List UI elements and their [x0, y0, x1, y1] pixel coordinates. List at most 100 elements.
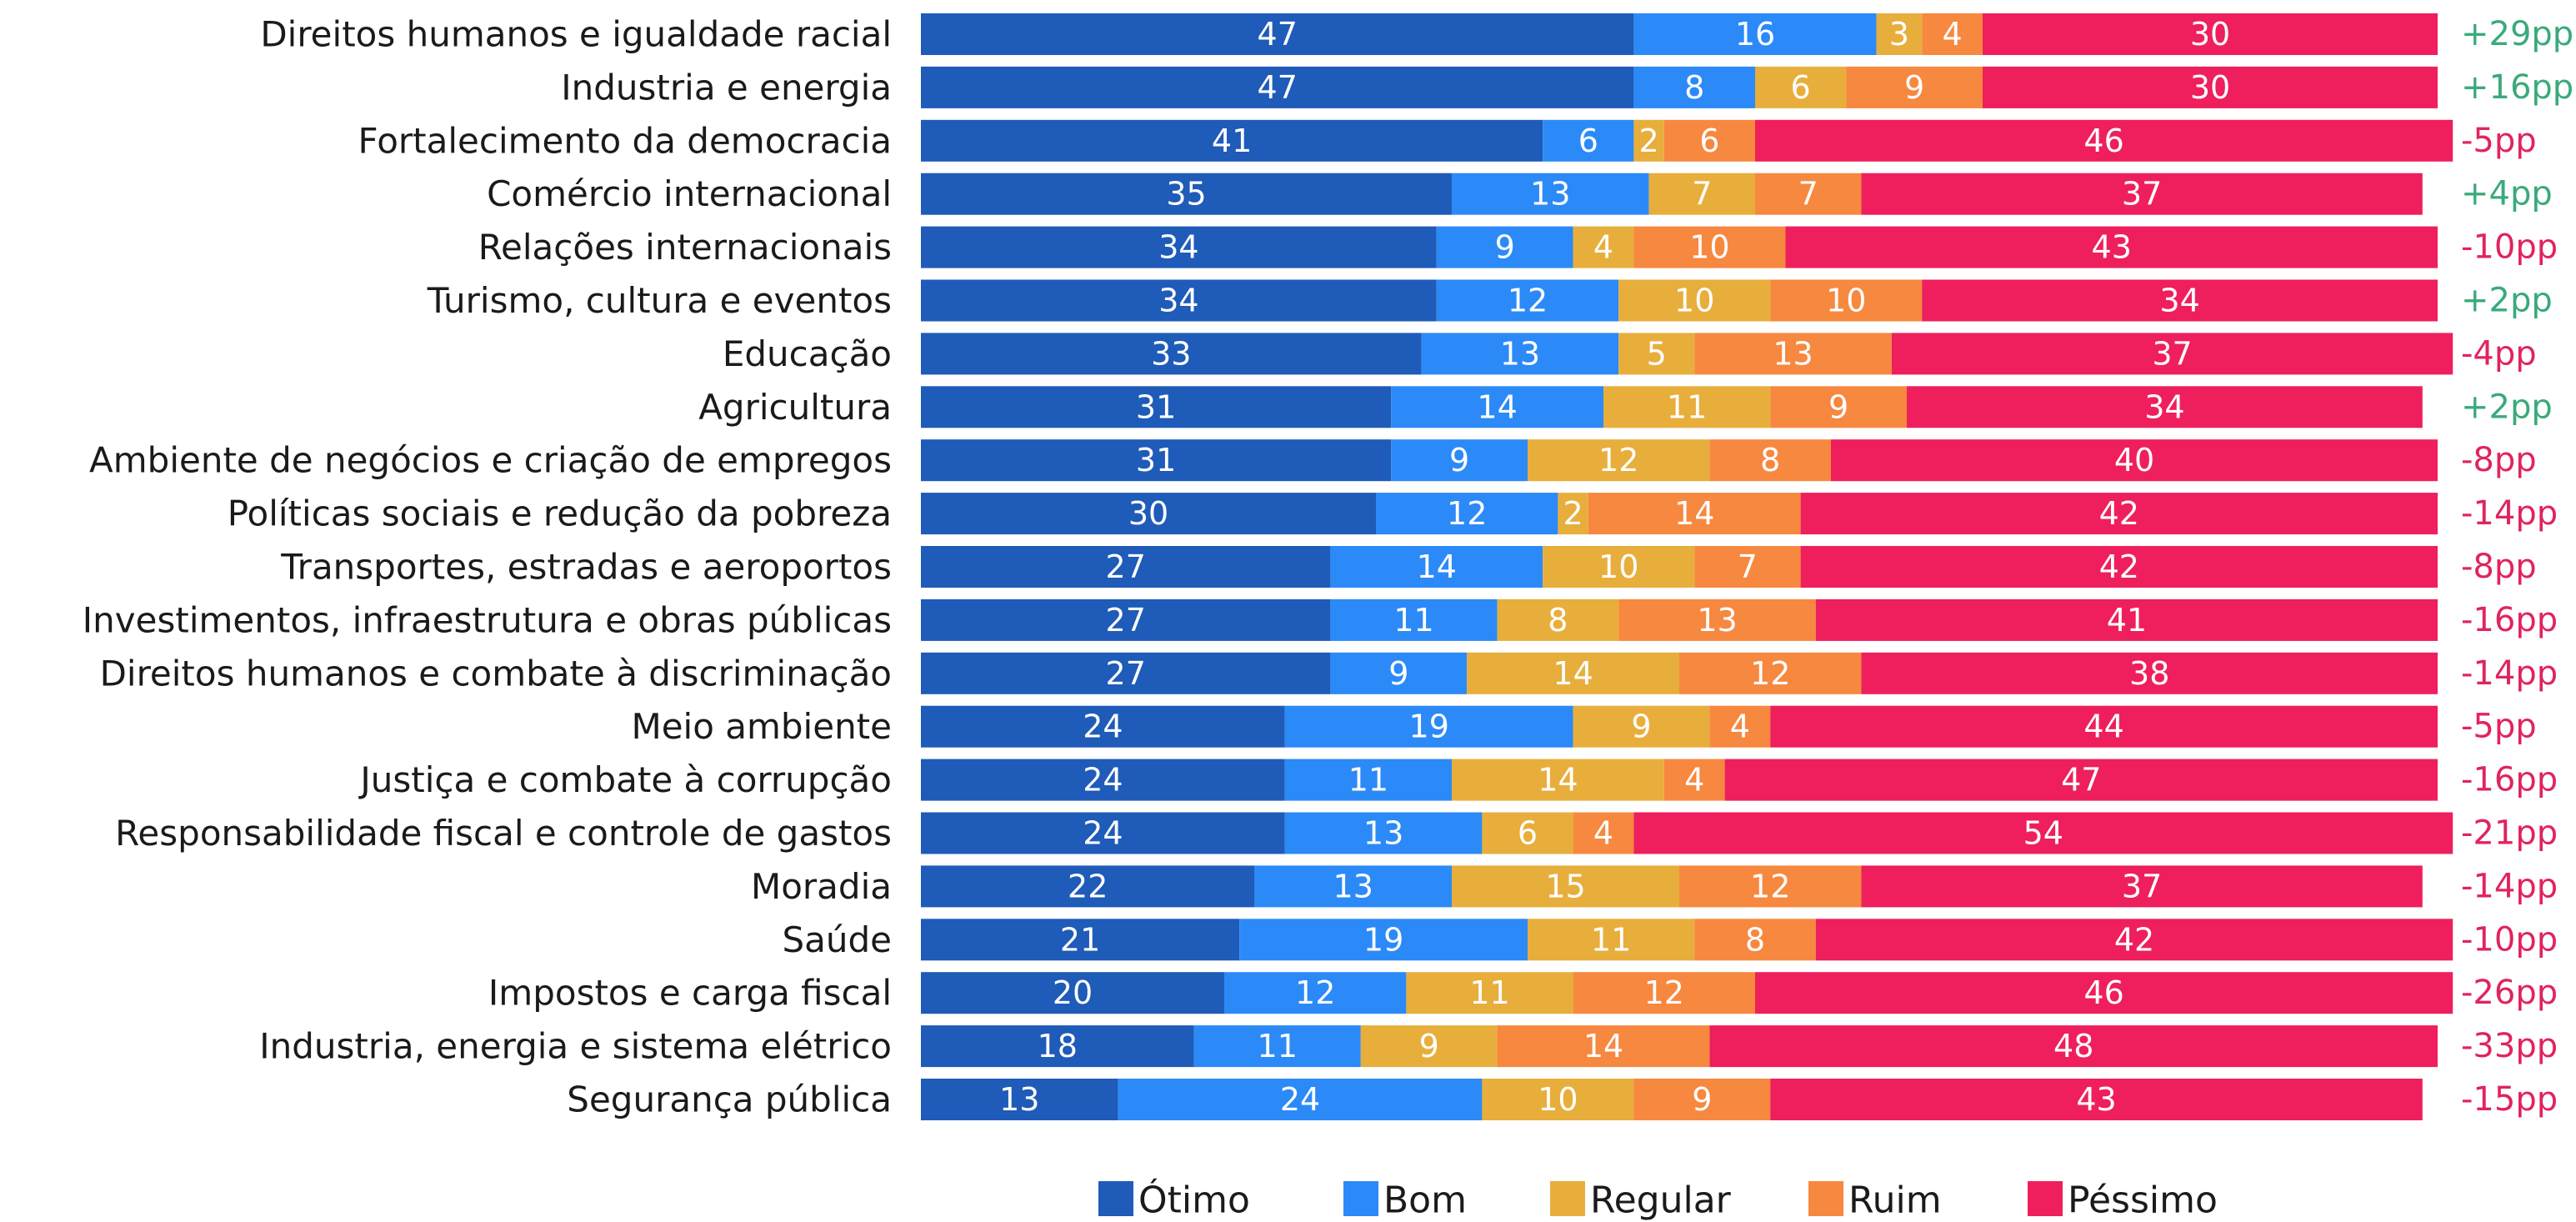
bar-segment-ótimo — [921, 119, 1543, 162]
segment-value-label: 15 — [1545, 868, 1585, 904]
bar-segment-ótimo — [921, 652, 1331, 694]
net-difference-label: -5pp — [2461, 708, 2537, 746]
bar-segment-ótimo — [921, 333, 1422, 375]
segment-value-label: 14 — [1674, 495, 1714, 532]
category-label: Justiça e combate à corrupção — [358, 759, 892, 800]
segment-value-label: 21 — [1060, 921, 1100, 958]
category-label: Industria, energia e sistema elétrico — [259, 1026, 892, 1067]
segment-value-label: 7 — [1692, 176, 1712, 213]
bar-segment-regular — [1528, 919, 1695, 961]
segment-value-label: 43 — [2092, 229, 2132, 266]
segment-value-label: 46 — [2083, 123, 2123, 159]
segment-value-label: 27 — [1106, 602, 1146, 639]
category-labels: Direitos humanos e igualdade racial Indus… — [83, 14, 892, 1120]
segment-value-label: 11 — [1258, 1028, 1298, 1064]
segment-value-label: 13 — [1530, 176, 1570, 213]
segment-value-label: 8 — [1760, 442, 1780, 478]
segment-value-label: 6 — [1791, 69, 1811, 106]
legend-label-ótimo: Ótimo — [1138, 1178, 1250, 1222]
segment-value-label: 44 — [2083, 709, 2123, 745]
legend-swatch-ótimo — [1098, 1181, 1133, 1216]
bar-segment-regular — [1573, 226, 1634, 268]
bar-segment-regular — [1755, 66, 1847, 108]
bar-row: 27 14 10 7 42 — [921, 546, 2438, 588]
segment-value-label: 48 — [2053, 1028, 2093, 1064]
bar-segment-péssimo — [1800, 546, 2438, 588]
net-difference-label: -10pp — [2461, 228, 2558, 267]
bar-segment-ótimo — [921, 865, 1255, 908]
bar-segment-ruim — [1663, 759, 1725, 801]
segment-value-label: 10 — [1826, 283, 1866, 319]
segment-value-label: 20 — [1053, 974, 1093, 1011]
segment-value-label: 14 — [1553, 655, 1593, 692]
bar-segment-ótimo — [921, 386, 1392, 428]
segment-value-label: 46 — [2083, 974, 2123, 1011]
bar-row: 13 24 10 9 43 — [921, 1079, 2423, 1120]
bar-row: 35 13 7 7 37 — [921, 173, 2423, 215]
bar-segment-péssimo — [1724, 759, 2438, 801]
bar-segment-ruim — [1573, 972, 1755, 1014]
category-label: Políticas sociais e redução da pobreza — [228, 493, 892, 534]
segment-value-label: 9 — [1419, 1028, 1439, 1064]
segment-value-label: 8 — [1548, 602, 1568, 639]
net-difference-label: -5pp — [2461, 122, 2537, 160]
bar-segment-péssimo — [1861, 865, 2423, 908]
bar-segment-regular — [1452, 759, 1664, 801]
net-difference-label: -14pp — [2461, 494, 2558, 533]
bar-segment-regular — [1482, 812, 1573, 854]
segment-value-label: 37 — [2152, 335, 2192, 372]
bar-segment-péssimo — [1831, 439, 2438, 482]
segment-value-label: 4 — [1593, 229, 1613, 266]
bar-segment-bom — [1376, 493, 1558, 535]
bar-segment-ótimo — [921, 812, 1285, 854]
bar-row: 33 13 5 13 37 — [921, 333, 2453, 375]
segment-value-label: 4 — [1943, 16, 1963, 53]
net-difference-label: -14pp — [2461, 867, 2558, 905]
segment-value-label: 12 — [1750, 868, 1790, 904]
category-label: Direitos humanos e igualdade racial — [260, 14, 892, 55]
segment-value-label: 11 — [1591, 921, 1631, 958]
bar-segment-regular — [1543, 546, 1695, 588]
bar-segment-bom — [1254, 865, 1452, 908]
bar-row: 24 19 9 4 44 — [921, 705, 2438, 748]
bar-row: 20 12 11 12 46 — [921, 972, 2453, 1014]
bar-segment-bom — [1330, 652, 1468, 694]
bar-segment-bom — [1633, 13, 1877, 55]
bar-segment-bom — [1118, 1079, 1483, 1120]
segment-value-label: 37 — [2122, 176, 2162, 213]
legend-label-bom: Bom — [1383, 1179, 1467, 1222]
bar-segment-regular — [1452, 865, 1679, 908]
segment-value-label: 14 — [1417, 548, 1457, 585]
bar-segment-ótimo — [921, 1079, 1118, 1120]
category-label: Educação — [723, 333, 892, 374]
bar-segment-regular — [1360, 1025, 1498, 1068]
segment-value-label: 13 — [1773, 335, 1813, 372]
segment-value-label: 9 — [1828, 388, 1848, 425]
segment-value-label: 12 — [1598, 442, 1638, 478]
net-difference-label: -16pp — [2461, 761, 2558, 799]
bar-segment-regular — [1406, 972, 1573, 1014]
net-difference-label: +4pp — [2461, 175, 2553, 213]
bar-segment-regular — [1618, 333, 1695, 375]
segment-value-label: 13 — [1500, 335, 1540, 372]
bar-segment-péssimo — [1770, 1079, 2423, 1120]
bar-segment-péssimo — [1922, 279, 2438, 322]
bar-segment-ótimo — [921, 972, 1224, 1014]
category-label: Saúde — [782, 919, 892, 960]
legend: Ótimo Bom Regular Ruim Péssimo — [1098, 1178, 2218, 1222]
net-difference-label: -21pp — [2461, 814, 2558, 853]
segment-value-label: 34 — [2144, 388, 2184, 425]
bar-segment-péssimo — [1861, 173, 2423, 215]
bar-segment-ruim — [1709, 705, 1771, 748]
segment-value-label: 5 — [1647, 335, 1667, 372]
segment-value-label: 34 — [1158, 229, 1198, 266]
segment-value-label: 34 — [1158, 283, 1198, 319]
bar-segment-ruim — [1618, 598, 1816, 641]
bar-segment-bom — [1391, 439, 1528, 482]
segment-value-label: 9 — [1631, 709, 1651, 745]
category-label: Comércio internacional — [487, 173, 892, 214]
bar-segment-regular — [1528, 439, 1710, 482]
bar-segment-bom — [1193, 1025, 1361, 1068]
bar-row: 24 13 6 4 54 — [921, 812, 2453, 854]
